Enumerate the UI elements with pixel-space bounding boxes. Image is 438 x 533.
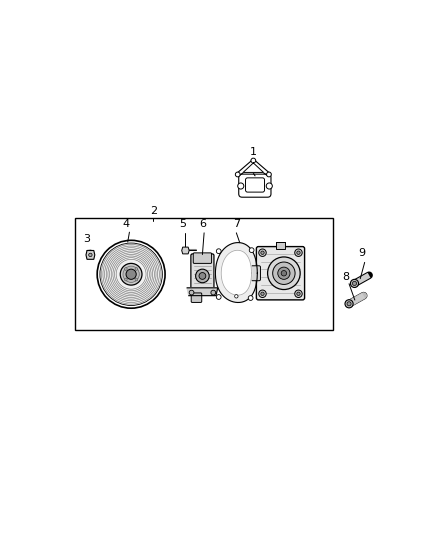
FancyBboxPatch shape [256, 247, 304, 300]
Circle shape [120, 263, 142, 285]
FancyBboxPatch shape [191, 293, 202, 302]
Circle shape [281, 271, 286, 276]
Circle shape [266, 183, 272, 189]
Circle shape [261, 251, 264, 254]
Circle shape [199, 272, 206, 279]
Text: 5: 5 [180, 220, 187, 229]
Circle shape [278, 267, 290, 279]
FancyBboxPatch shape [246, 178, 265, 192]
Circle shape [189, 290, 194, 295]
Circle shape [100, 243, 162, 305]
Circle shape [267, 172, 271, 177]
Circle shape [249, 248, 254, 253]
Circle shape [353, 281, 357, 286]
Circle shape [123, 266, 139, 282]
Circle shape [126, 269, 136, 279]
Circle shape [261, 292, 264, 295]
Circle shape [124, 278, 127, 281]
Circle shape [211, 290, 215, 295]
Circle shape [347, 302, 351, 306]
Circle shape [295, 249, 302, 256]
Text: 2: 2 [150, 206, 157, 216]
Circle shape [88, 253, 92, 256]
Polygon shape [221, 251, 251, 295]
Text: 8: 8 [342, 272, 349, 281]
FancyBboxPatch shape [191, 254, 214, 291]
Circle shape [350, 279, 359, 287]
FancyBboxPatch shape [193, 253, 212, 263]
Circle shape [235, 295, 238, 298]
Circle shape [235, 172, 240, 177]
Polygon shape [182, 247, 189, 254]
Polygon shape [187, 288, 218, 296]
Circle shape [295, 290, 302, 297]
Circle shape [135, 278, 138, 281]
Circle shape [124, 268, 127, 270]
Circle shape [259, 290, 266, 297]
Polygon shape [86, 251, 95, 260]
Polygon shape [237, 160, 270, 176]
Polygon shape [215, 243, 257, 303]
Circle shape [216, 249, 221, 254]
Text: 6: 6 [199, 220, 206, 229]
Text: 4: 4 [123, 220, 130, 229]
Circle shape [297, 292, 300, 295]
Circle shape [268, 257, 300, 289]
Text: 9: 9 [358, 248, 366, 258]
Circle shape [251, 158, 256, 163]
Circle shape [238, 183, 244, 189]
Circle shape [273, 262, 295, 285]
Polygon shape [243, 163, 264, 172]
Circle shape [248, 296, 253, 301]
Bar [75, 218, 333, 330]
Circle shape [297, 251, 300, 254]
Bar [276, 242, 285, 249]
Circle shape [216, 295, 221, 300]
FancyBboxPatch shape [239, 174, 271, 197]
Text: 3: 3 [84, 235, 91, 244]
Circle shape [97, 240, 165, 308]
Circle shape [345, 300, 353, 308]
Text: 7: 7 [233, 220, 240, 229]
Text: 1: 1 [250, 147, 257, 157]
Circle shape [196, 269, 209, 282]
Circle shape [259, 249, 266, 256]
Circle shape [135, 268, 138, 270]
FancyBboxPatch shape [251, 266, 261, 281]
